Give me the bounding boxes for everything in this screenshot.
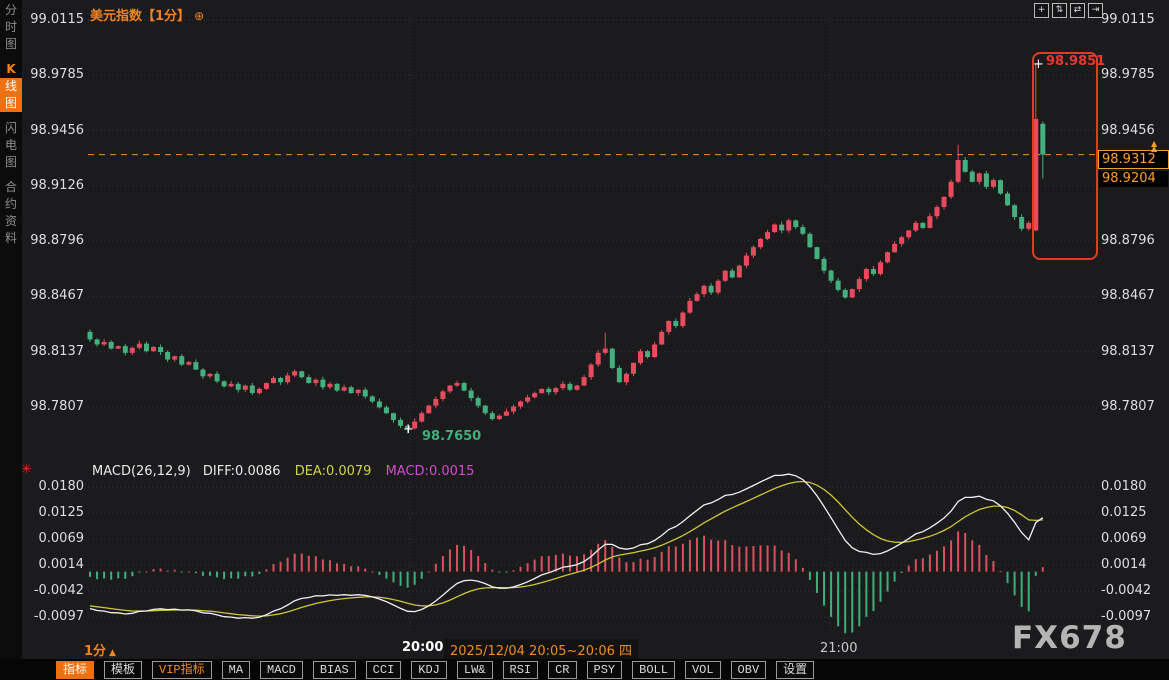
- chart-title: 美元指数【1分】 ⊕: [90, 5, 204, 24]
- bottom-toolbar: 指标 模板 VIP指标 MA MACD BIAS CCI KDJ LW& RSI CR PSY BOLL…: [0, 659, 1169, 680]
- tab-BIAS[interactable]: BIAS: [312, 660, 356, 679]
- sidebar-item-char: 分: [4, 3, 17, 17]
- y-axis-label-right: 99.0115: [1101, 12, 1155, 27]
- sidebar-item-char: 资: [4, 214, 17, 228]
- macd-axis-label-left: 0.0180: [38, 479, 85, 495]
- sidebar-item-char: 图: [4, 96, 17, 110]
- interval-tag: 【1分】: [142, 9, 191, 24]
- tab-OBV[interactable]: OBV: [730, 660, 767, 679]
- time-axis-label-21: 21:00: [820, 641, 858, 656]
- y-axis-label-left: 98.7807: [30, 399, 84, 414]
- high-cross-marker: +: [1033, 57, 1044, 72]
- tab-VOL[interactable]: VOL: [684, 660, 721, 679]
- macd-params: MACD(26,12,9): [92, 464, 191, 479]
- period-selector[interactable]: 1分 ▲: [84, 640, 116, 659]
- watermark: FX678: [1012, 620, 1127, 656]
- secondary-price-badge: 98.9204: [1099, 171, 1168, 187]
- y-axis-label-right: 98.8467: [1101, 288, 1155, 304]
- last-price-badge: 98.9312: [1098, 150, 1169, 169]
- tab-KDJ[interactable]: KDJ: [411, 660, 447, 679]
- high-price-label: 98.9851: [1046, 54, 1106, 69]
- y-axis-label-left: 98.8796: [30, 233, 84, 249]
- symbol-name: 美元指数: [90, 9, 143, 24]
- sidebar-item-char: 闪: [4, 121, 17, 135]
- y-axis-label-left: 98.8467: [30, 288, 84, 304]
- time-range-tooltip: 2025/12/04 20:05~20:06 四: [444, 639, 639, 660]
- spike-highlight-box: [1032, 52, 1098, 260]
- macd-axis-label-right: 0.0069: [1101, 531, 1147, 547]
- sidebar-item-char: 电: [4, 138, 17, 152]
- tab-CR[interactable]: CR: [548, 660, 577, 679]
- y-axis-label-left: 98.9785: [30, 67, 84, 83]
- low-price-label: 98.7650: [422, 429, 482, 444]
- y-axis-label-left: 98.9126: [30, 177, 84, 193]
- y-axis-label-right: 98.8137: [1101, 343, 1155, 359]
- y-axis-label-right: 98.7807: [1101, 399, 1155, 414]
- scale-y-icon[interactable]: ⇅: [1052, 3, 1067, 18]
- sidebar-item-char: 时: [4, 20, 17, 34]
- indicator-tabs: 指标 模板 VIP指标 MA MACD BIAS CCI KDJ LW& RSI CR PSY BOLL…: [56, 660, 815, 679]
- y-axis-label-left: 98.8137: [30, 343, 84, 359]
- tab-MA[interactable]: MA: [221, 660, 251, 679]
- sidebar-active-block: 线图: [0, 78, 22, 112]
- tab-RSI[interactable]: RSI: [502, 660, 539, 679]
- chart-tool-icons: + ⇅ ⇄ ⇥: [1034, 3, 1103, 18]
- macd-axis-label-left: -0.0097: [33, 609, 84, 625]
- macd-readout: MACD(26,12,9) DIFF:0.0086 DEA:0.0079 MAC…: [92, 464, 474, 479]
- tab-CCI[interactable]: CCI: [365, 660, 402, 679]
- tab-BOLL[interactable]: BOLL: [632, 660, 675, 679]
- tab-设置[interactable]: 设置: [776, 660, 815, 679]
- tab-LW&[interactable]: LW&: [456, 660, 493, 679]
- y-axis-label-right: 98.9456: [1101, 122, 1155, 138]
- latest-price-marker-icon[interactable]: ▲ ▲: [1151, 139, 1158, 153]
- sidebar-item-char: K: [6, 62, 16, 76]
- sidebar-item-char: 图: [4, 37, 17, 51]
- sidebar-item-char: 线: [4, 79, 17, 93]
- scale-x-icon[interactable]: ⇄: [1070, 3, 1085, 18]
- tab-指标[interactable]: 指标: [56, 660, 95, 679]
- crosshair-icon[interactable]: +: [1034, 3, 1049, 18]
- macd-diff-value: DIFF:0.0086: [202, 464, 281, 479]
- macd-axis-label-right: 0.0014: [1101, 557, 1147, 573]
- sidebar-item-0[interactable]: 分时图: [0, 0, 22, 53]
- macd-axis-label-left: -0.0042: [33, 583, 84, 599]
- sidebar-item-3[interactable]: 合约资料: [0, 177, 22, 247]
- pan-right-icon[interactable]: ⇥: [1088, 3, 1103, 18]
- macd-macd-value: MACD:0.0015: [385, 464, 475, 479]
- macd-axis-label-left: 0.0069: [38, 531, 85, 547]
- indicator-pane-icon[interactable]: ✳: [21, 462, 32, 477]
- sidebar-item-2[interactable]: 闪电图: [0, 118, 22, 171]
- add-indicator-icon[interactable]: ⊕: [194, 9, 205, 23]
- low-cross-marker: +: [403, 422, 414, 437]
- y-axis-label-right: 98.8796: [1101, 233, 1155, 249]
- y-axis-label-left: 98.9456: [30, 122, 84, 138]
- macd-axis-label-right: 0.0125: [1101, 505, 1147, 521]
- macd-axis-label-right: -0.0042: [1101, 583, 1152, 599]
- sidebar-item-char: 约: [4, 197, 17, 211]
- macd-axis-label-right: -0.0097: [1101, 609, 1152, 625]
- tab-模板[interactable]: 模板: [104, 660, 143, 679]
- tab-VIP指标[interactable]: VIP指标: [152, 660, 212, 679]
- macd-axis-label-left: 0.0125: [38, 505, 85, 521]
- y-axis-label-left: 99.0115: [30, 12, 84, 27]
- tab-MACD[interactable]: MACD: [260, 660, 303, 679]
- tab-PSY[interactable]: PSY: [586, 660, 623, 679]
- y-axis-label-right: 98.9785: [1101, 67, 1155, 83]
- sidebar-item-char: 料: [4, 231, 17, 245]
- sidebar-item-char: 合: [4, 180, 17, 194]
- time-axis-label-20: 20:00: [402, 640, 444, 655]
- sidebar-item-char: 图: [4, 155, 17, 169]
- macd-axis-label-left: 0.0014: [38, 557, 85, 573]
- macd-dea-value: DEA:0.0079: [294, 464, 372, 479]
- period-arrow-icon: ▲: [109, 648, 116, 658]
- period-text: 1分: [84, 644, 107, 659]
- macd-axis-label-right: 0.0180: [1101, 479, 1147, 495]
